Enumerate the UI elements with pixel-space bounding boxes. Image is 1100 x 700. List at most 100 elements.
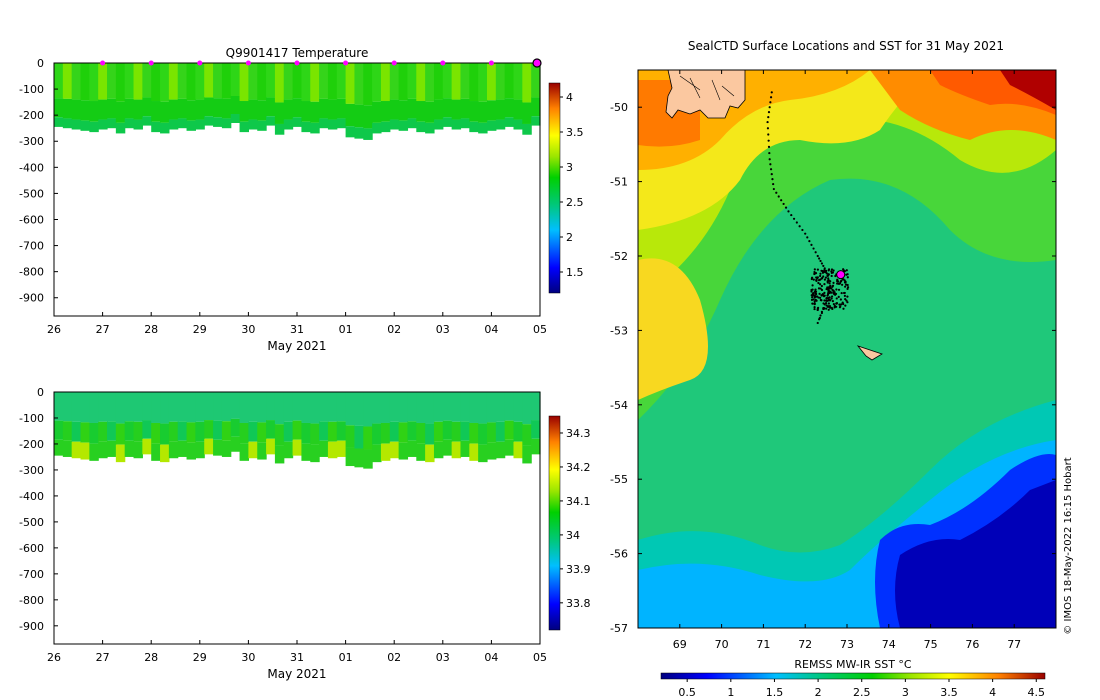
section-cell bbox=[71, 119, 82, 130]
section-cell bbox=[478, 444, 488, 463]
salinity-x-axis: 26 27 28 29 30 31 01 02 03 04 05 bbox=[47, 640, 547, 664]
section-cell bbox=[160, 444, 170, 463]
section-cell bbox=[98, 119, 108, 130]
section-cell bbox=[398, 63, 409, 101]
track-point bbox=[798, 225, 801, 228]
track-point bbox=[819, 283, 822, 286]
section-cell bbox=[80, 100, 90, 121]
track-point bbox=[767, 116, 770, 119]
track-point bbox=[830, 297, 833, 300]
sst-colorbar-tick-label: 3.5 bbox=[940, 686, 958, 699]
profile-marker bbox=[488, 60, 494, 66]
track-point bbox=[838, 303, 841, 306]
section-cell bbox=[363, 128, 373, 140]
section-cell bbox=[248, 392, 258, 422]
section-cell bbox=[531, 420, 541, 439]
colorbar-tick-label: 4 bbox=[566, 91, 573, 104]
section-cell bbox=[486, 120, 497, 131]
section-cell bbox=[230, 63, 241, 96]
section-cell bbox=[98, 63, 108, 100]
section-cell bbox=[124, 440, 135, 457]
section-cell bbox=[54, 98, 64, 118]
section-cell bbox=[433, 63, 444, 100]
section-cell bbox=[239, 101, 249, 122]
section-cell bbox=[345, 63, 356, 104]
temperature-colorbar bbox=[548, 82, 561, 294]
track-point bbox=[812, 247, 815, 250]
track-point bbox=[827, 286, 830, 289]
x-tick-label: 01 bbox=[339, 323, 353, 336]
section-cell bbox=[213, 63, 223, 99]
track-point bbox=[775, 191, 778, 194]
track-point bbox=[832, 269, 835, 272]
section-cell bbox=[142, 420, 152, 439]
y-tick-label: -900 bbox=[19, 620, 44, 633]
section-cell bbox=[142, 97, 152, 117]
section-cell bbox=[204, 63, 214, 98]
section-cell bbox=[301, 121, 311, 133]
section-cell bbox=[354, 127, 364, 139]
track-point bbox=[823, 268, 826, 272]
section-cell bbox=[257, 120, 267, 131]
temperature-x-axis: 26 27 28 29 30 31 01 02 03 04 05 bbox=[47, 312, 547, 336]
section-cell bbox=[380, 63, 391, 102]
track-point bbox=[812, 278, 815, 281]
track-point bbox=[819, 314, 822, 317]
track-point bbox=[815, 279, 818, 283]
section-cell bbox=[151, 63, 161, 102]
track-point bbox=[826, 280, 829, 283]
section-cell bbox=[478, 423, 488, 445]
section-cell bbox=[283, 63, 294, 100]
section-cell bbox=[469, 101, 479, 122]
section-cell bbox=[266, 438, 276, 455]
section-cell bbox=[336, 392, 347, 422]
temperature-section-plot: Q9901417 Temperature 0 -100 -200 -300 -400 -5… bbox=[19, 46, 583, 353]
sst-colorbar-tick-label: 3 bbox=[902, 686, 909, 699]
section-cell bbox=[292, 98, 303, 118]
section-cell bbox=[478, 122, 488, 134]
section-cell bbox=[107, 118, 117, 129]
section-cell bbox=[274, 102, 285, 124]
track-point bbox=[808, 240, 811, 243]
section-cell bbox=[380, 101, 391, 122]
section-cell bbox=[522, 424, 532, 446]
section-cell bbox=[204, 392, 214, 421]
track-point bbox=[826, 299, 829, 302]
section-cell bbox=[248, 119, 258, 130]
section-cell bbox=[168, 119, 179, 130]
colorbar-tick-label: 33.8 bbox=[566, 597, 591, 610]
track-point bbox=[844, 285, 847, 288]
section-cell bbox=[372, 423, 382, 445]
section-cell bbox=[354, 425, 364, 449]
track-point bbox=[837, 288, 841, 291]
section-cell bbox=[522, 445, 532, 464]
section-cell bbox=[89, 63, 99, 102]
section-cell bbox=[389, 119, 400, 130]
section-cell bbox=[80, 442, 90, 460]
sst-west-yellow bbox=[638, 258, 708, 400]
y-tick-label: -300 bbox=[19, 135, 44, 148]
section-cell bbox=[151, 422, 161, 444]
section-cell bbox=[469, 121, 479, 133]
track-point bbox=[768, 151, 771, 155]
track-point bbox=[824, 276, 827, 279]
section-cell bbox=[115, 392, 126, 424]
track-point bbox=[820, 284, 823, 288]
sst-field bbox=[638, 70, 1056, 628]
section-cell bbox=[133, 99, 143, 120]
section-cell bbox=[372, 444, 382, 463]
section-cell bbox=[513, 421, 523, 442]
track-point bbox=[814, 251, 817, 254]
section-cell bbox=[425, 423, 435, 445]
section-cell bbox=[495, 63, 506, 100]
colorbar-tick-label: 2.5 bbox=[566, 196, 584, 209]
sst-colorbar-tick-label: 4.5 bbox=[1028, 686, 1046, 699]
section-cell bbox=[442, 63, 453, 99]
lat-tick-label: -51 bbox=[610, 176, 628, 189]
colorbar-tick-label: 34.1 bbox=[566, 495, 591, 508]
section-cell bbox=[204, 97, 214, 117]
y-tick-label: -800 bbox=[19, 266, 44, 279]
section-cell bbox=[195, 421, 205, 442]
section-cell bbox=[354, 448, 364, 468]
section-cell bbox=[495, 119, 506, 130]
